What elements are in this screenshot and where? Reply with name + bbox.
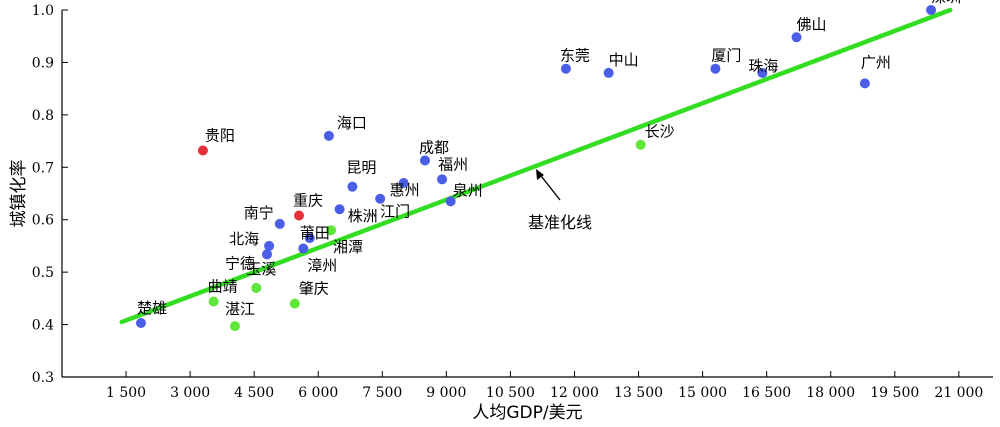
data-point: [710, 63, 721, 74]
x-tick-label: 13 500: [614, 385, 663, 401]
points-group: [136, 5, 937, 332]
data-point: [445, 196, 456, 207]
annotation-arrowhead: [536, 169, 544, 180]
point-label: 成都: [419, 138, 449, 156]
data-point: [298, 243, 309, 254]
y-tick-label: 0.9: [32, 55, 54, 71]
x-tick-label: 9 000: [426, 385, 466, 401]
data-point: [136, 317, 147, 328]
x-tick-label: 10 500: [486, 385, 535, 401]
data-point: [304, 233, 315, 244]
point-label: 中山: [609, 51, 639, 69]
x-tick-label: 6 000: [298, 385, 338, 401]
trend-line-group: [119, 7, 953, 325]
point-label: 楚雄: [137, 299, 167, 317]
trend-annotation: 基准化线: [528, 169, 592, 232]
y-tick-label: 1.0: [32, 3, 54, 19]
trend-line-label: 基准化线: [528, 213, 592, 232]
point-label: 湛江: [225, 300, 255, 318]
x-axis-title: 人均GDP/美元: [472, 403, 582, 423]
data-point: [926, 5, 937, 15]
point-label: 贵阳: [205, 127, 235, 145]
point-label: 广州: [861, 53, 891, 71]
trend-line: [119, 7, 953, 325]
point-label: 株洲: [348, 207, 378, 225]
data-point: [274, 218, 285, 229]
x-tick-label: 19 500: [870, 385, 919, 401]
annotation-arrow: [537, 171, 561, 201]
point-label: 曲靖: [208, 278, 238, 296]
data-point: [229, 321, 240, 332]
data-point: [791, 32, 802, 43]
data-point: [289, 298, 300, 309]
point-label: 南宁: [244, 204, 274, 222]
point-label: 湘潭: [333, 238, 363, 256]
data-point: [334, 204, 345, 215]
point-label: 宁德: [225, 254, 255, 272]
point-label: 东莞: [560, 47, 590, 65]
data-point: [323, 130, 334, 141]
data-point: [261, 249, 272, 260]
data-point: [264, 240, 275, 251]
x-tick-label: 21 000: [934, 385, 983, 401]
point-label: 佛山: [797, 15, 827, 33]
data-point: [437, 174, 448, 185]
point-label: 昆明: [346, 159, 376, 177]
data-point: [347, 181, 358, 192]
y-tick-label: 0.3: [32, 370, 54, 386]
point-label: 肇庆: [299, 280, 329, 298]
x-tick-label: 18 000: [806, 385, 855, 401]
y-tick-label: 0.4: [32, 318, 54, 334]
point-label: 江门: [380, 203, 410, 221]
y-tick-label: 0.7: [32, 160, 54, 176]
data-point: [859, 78, 870, 89]
y-axis-title: 城镇化率: [9, 160, 29, 228]
data-point: [294, 210, 305, 221]
x-tick-label: 3 000: [170, 385, 210, 401]
point-label: 莆田: [300, 224, 330, 242]
point-label: 玉溪: [246, 260, 276, 278]
data-point: [757, 67, 768, 78]
x-tick-label: 15 000: [678, 385, 727, 401]
point-label: 北海: [229, 230, 259, 248]
point-label: 厦门: [711, 47, 741, 65]
data-point: [420, 155, 431, 166]
data-point: [326, 225, 337, 236]
point-label: 深圳: [931, 0, 961, 6]
x-tick-label: 16 500: [742, 385, 791, 401]
point-label: 重庆: [293, 192, 323, 210]
data-point: [208, 296, 219, 307]
x-tick-label: 7 500: [362, 385, 402, 401]
y-tick-label: 0.8: [32, 108, 54, 124]
point-label: 海口: [337, 114, 367, 132]
data-point: [560, 63, 571, 74]
y-tick-label: 0.6: [32, 213, 54, 229]
x-tick-label: 1 500: [106, 385, 146, 401]
x-tick-label: 12 000: [550, 385, 599, 401]
point-label: 长沙: [645, 123, 675, 141]
data-point: [398, 178, 409, 189]
x-tick-label: 4 500: [234, 385, 274, 401]
data-point: [603, 67, 614, 78]
data-point: [197, 145, 208, 156]
point-label: 惠州: [390, 181, 420, 199]
data-point: [251, 282, 262, 293]
axes: 0.3 0.4 0.5 0.6 0.7 0.8 0.9 1.0 1 500 3 000 4 500 6…: [32, 3, 993, 401]
point-label: 漳州: [307, 257, 337, 275]
point-label: 泉州: [453, 181, 483, 199]
data-point: [635, 139, 646, 150]
y-tick-label: 0.5: [32, 265, 54, 281]
data-point: [375, 193, 386, 204]
point-label: 福州: [438, 155, 468, 173]
point-label: 珠海: [748, 57, 778, 75]
